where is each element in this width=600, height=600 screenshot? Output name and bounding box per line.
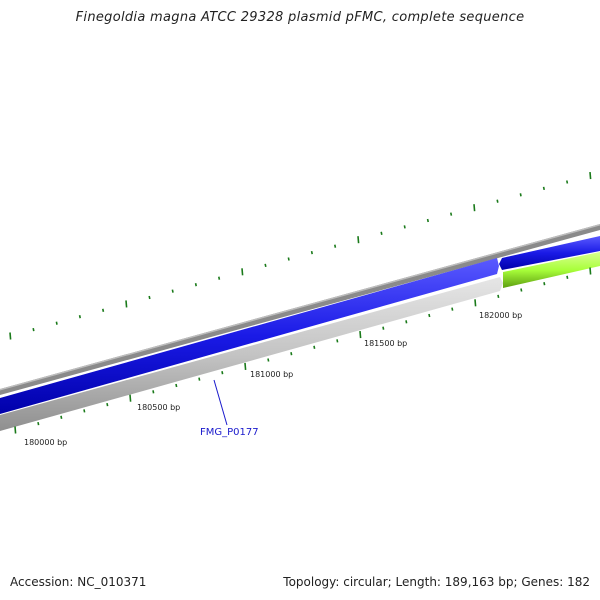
- inner-tick-22: [520, 288, 523, 292]
- inner-tick-15: [359, 331, 362, 339]
- scale-label-180500: 180500 bp: [137, 403, 180, 412]
- gene-label-fmg-p0177[interactable]: FMG_P0177: [200, 427, 259, 438]
- inner-tick-18: [428, 313, 431, 318]
- outer-tick-10: [241, 268, 244, 276]
- outer-tick-25: [589, 172, 592, 180]
- gene-label-leader-line: [213, 379, 228, 426]
- outer-tick-17: [403, 225, 406, 229]
- scale-label-182000: 182000 bp: [479, 311, 522, 320]
- inner-tick-4: [106, 402, 109, 407]
- inner-tick-10: [244, 362, 247, 370]
- inner-tick-row: [14, 267, 592, 434]
- inner-tick-1: [37, 421, 40, 426]
- outer-tick-0: [9, 332, 12, 340]
- forward-gene-next[interactable]: [499, 236, 600, 270]
- outer-tick-7: [171, 289, 174, 293]
- inner-tick-24: [566, 275, 569, 279]
- inner-tick-16: [382, 326, 385, 330]
- outer-tick-11: [264, 263, 267, 268]
- map-title: Finegoldia magna ATCC 29328 plasmid pFMC…: [75, 10, 525, 25]
- inner-tick-3: [83, 409, 86, 413]
- inner-tick-2: [60, 415, 63, 419]
- outer-tick-row: [9, 172, 592, 340]
- outer-tick-24: [566, 180, 569, 184]
- outer-tick-1: [32, 327, 35, 332]
- inner-tick-14: [336, 339, 339, 343]
- forward-gene-fmg-p0177[interactable]: [0, 258, 499, 414]
- outer-tick-13: [310, 250, 313, 255]
- outer-tick-14: [334, 244, 337, 248]
- inner-tick-7: [175, 383, 178, 388]
- reverse-gene-gray[interactable]: [0, 277, 503, 431]
- accession-text: Accession: NC_010371: [10, 575, 147, 589]
- scale-label-181500: 181500 bp: [364, 339, 407, 348]
- inner-tick-6: [152, 390, 155, 394]
- outer-tick-23: [542, 186, 545, 191]
- topology-summary-text: Topology: circular; Length: 189,163 bp; …: [283, 575, 590, 589]
- sequence-backbone-highlight: [0, 224, 600, 391]
- reverse-gene-green[interactable]: [503, 252, 600, 288]
- inner-tick-5: [129, 394, 132, 402]
- inner-tick-25: [589, 267, 592, 275]
- outer-tick-20: [473, 204, 476, 212]
- inner-tick-21: [497, 294, 500, 299]
- inner-tick-13: [313, 345, 316, 349]
- inner-tick-11: [267, 358, 270, 362]
- outer-tick-18: [426, 218, 429, 223]
- outer-tick-3: [78, 315, 81, 319]
- inner-tick-0: [14, 426, 17, 434]
- inner-tick-9: [221, 371, 224, 375]
- scale-label-181000: 181000 bp: [250, 370, 293, 379]
- inner-tick-17: [405, 320, 408, 324]
- outer-tick-21: [496, 199, 499, 203]
- outer-tick-16: [380, 231, 383, 235]
- outer-tick-8: [194, 283, 197, 287]
- inner-tick-8: [198, 377, 201, 381]
- outer-tick-9: [218, 276, 221, 280]
- inner-tick-12: [290, 352, 293, 356]
- outer-tick-22: [519, 193, 522, 197]
- outer-tick-15: [357, 236, 360, 244]
- inner-tick-23: [543, 282, 546, 286]
- inner-tick-20: [474, 299, 477, 307]
- outer-tick-12: [287, 257, 290, 261]
- inner-tick-19: [451, 307, 454, 311]
- outer-tick-19: [450, 212, 453, 216]
- outer-tick-6: [148, 295, 151, 300]
- scale-label-180000: 180000 bp: [24, 438, 67, 447]
- outer-tick-5: [125, 300, 128, 308]
- outer-tick-2: [55, 321, 58, 325]
- outer-tick-4: [102, 308, 105, 312]
